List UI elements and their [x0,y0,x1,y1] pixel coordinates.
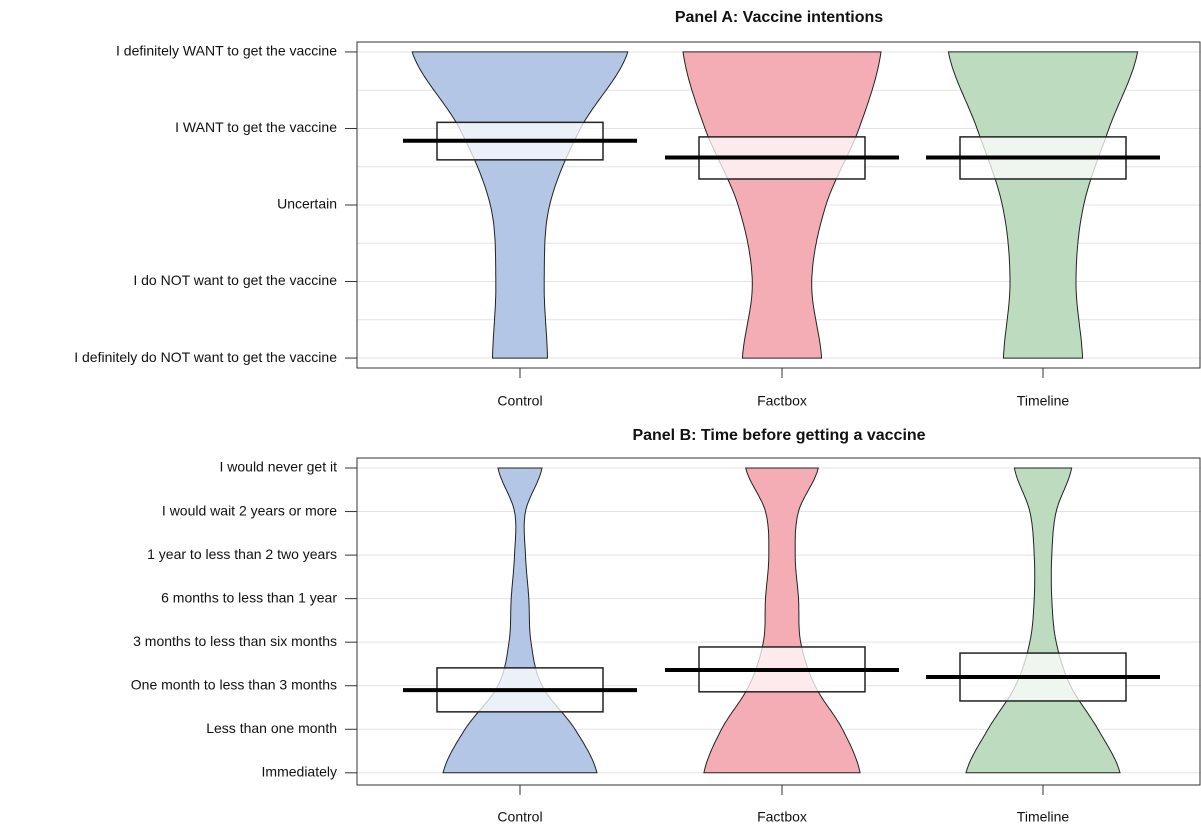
y-tick-label: I do NOT want to get the vaccine [133,272,337,288]
x-tick-label: Timeline [1017,809,1070,825]
violin [947,51,1139,359]
y-tick-label: Uncertain [277,196,337,212]
y-tick-label: 3 months to less than six months [133,633,337,649]
y-tick-label: I WANT to get the vaccine [175,119,337,135]
plot-frame [356,457,1201,786]
plot-frame [356,41,1201,369]
x-tick-label: Factbox [757,809,807,825]
y-tick-label: I definitely do NOT want to get the vacc… [74,349,337,365]
chart-title: Panel A: Vaccine intentions [675,9,883,26]
chart-title: Panel B: Time before getting a vaccine [632,427,925,444]
violin [703,467,861,774]
x-tick-label: Control [497,393,542,409]
x-tick-label: Factbox [757,393,807,409]
y-tick-label: Immediately [262,764,337,780]
y-tick-label: Less than one month [206,720,337,736]
x-tick-label: Timeline [1017,393,1070,409]
y-tick-label: I definitely WANT to get the vaccine [116,43,337,59]
y-tick-label: I would wait 2 years or more [162,502,337,518]
y-tick-label: I would never get it [219,459,337,475]
violin [682,51,882,359]
y-tick-label: 6 months to less than 1 year [161,589,337,605]
violin [442,467,598,774]
x-tick-label: Control [497,809,542,825]
y-tick-label: One month to less than 3 months [131,676,337,692]
violin [965,467,1121,774]
y-tick-label: 1 year to less than 2 two years [147,546,337,562]
